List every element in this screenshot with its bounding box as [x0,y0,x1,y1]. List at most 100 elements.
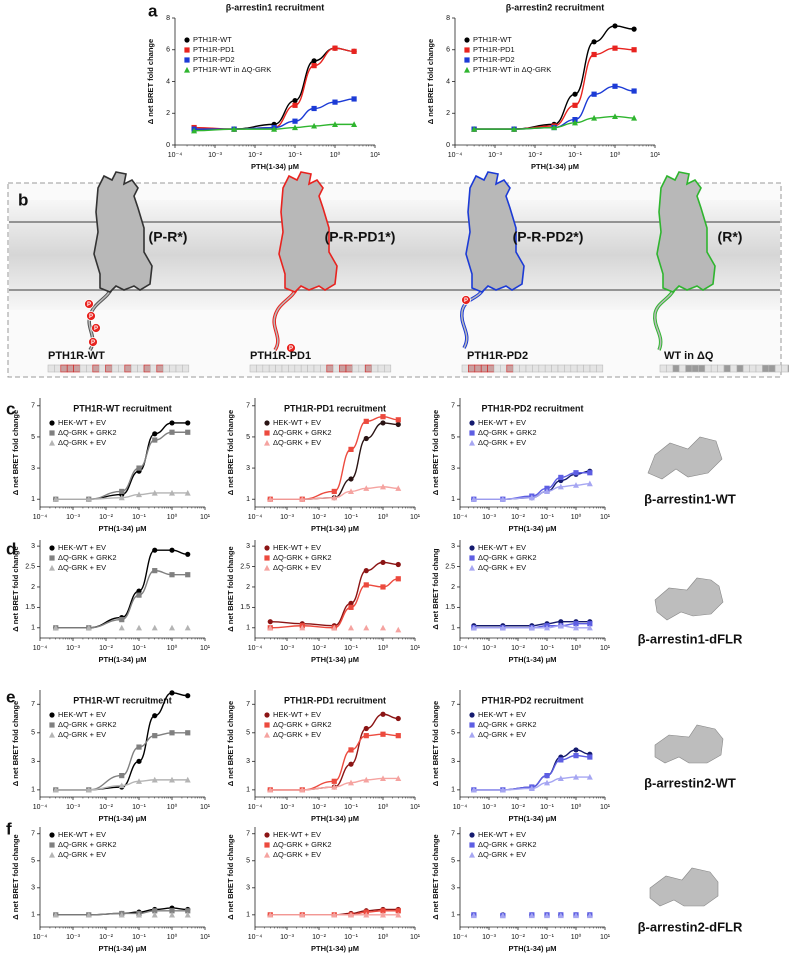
y-tick-label: 7 [246,701,250,708]
sequence-box [130,364,138,373]
data-point [380,711,386,717]
phospho-label: P [464,298,468,304]
phospho-site [84,299,94,309]
data-point [271,126,278,132]
receptor-body [278,171,338,293]
legend-marker [264,545,270,551]
sequence-box [768,364,776,373]
panel-label: b [18,190,28,209]
y-tick-label: 3 [451,758,455,765]
legend-label: ΔQ-GRK + EV [478,730,526,739]
data-point [573,621,579,627]
legend-label: HEK-WT + EV [273,418,321,427]
x-tick-label: 10⁻³ [482,514,496,521]
x-tick-label: 10⁰ [330,151,341,159]
x-tick-label: 10⁻³ [280,934,294,941]
x-tick-label: 10⁻² [99,514,113,521]
phospho-label: P [94,326,98,332]
legend-label: PTH1R-PD2 [473,55,515,64]
construct-label: PTH1R-PD1 [250,350,311,362]
data-point [185,572,191,578]
data-point [499,496,506,502]
legend-label: ΔQ-GRK + EV [478,563,526,572]
sequence-box [583,364,591,373]
y-tick-label: 3 [31,465,35,472]
data-point [499,786,506,793]
sequence-box [500,364,508,373]
x-tick-label: 10⁻³ [280,514,294,521]
x-tick-label: 10⁻⁴ [453,804,468,811]
sequence-box [698,364,706,373]
data-point [136,624,142,631]
data-point [380,483,386,490]
sequence-box [384,364,392,373]
sequence-box [268,364,276,373]
legend-label: HEK-WT + EV [478,418,526,427]
y-axis-label: Δ net BRET fold change [226,410,235,495]
x-tick-label: 10⁻² [312,514,326,521]
x-tick-label: 10¹ [600,645,611,652]
y-axis-label: Δ net BRET fold chang [431,548,440,630]
legend-marker [49,712,55,718]
data-point [363,435,369,442]
panel-label: d [6,539,16,558]
x-tick-label: 10⁻¹ [344,514,358,521]
data-point [363,568,369,574]
data-point [185,908,191,914]
data-point [136,491,142,498]
x-tick-label: 10⁻⁴ [453,514,468,521]
chart-title: PTH1R-WT recruitment [73,403,172,413]
data-point [395,733,401,739]
y-axis-label: Δ net BRET fold change [431,410,440,495]
legend-label: ΔQ-GRK + EV [478,850,526,859]
data-point [363,725,369,732]
data-point [331,911,338,918]
data-point [348,600,354,606]
arrestin-label: β-arrestin1-dFLR [638,631,743,646]
data-point [151,776,158,783]
sequence-box [156,364,164,373]
sequence-box [111,364,119,373]
data-point [572,119,578,126]
legend-marker [49,832,55,838]
phospho-site [88,337,98,347]
legend-marker [184,57,190,63]
chart: 1 3 5 7 10⁻⁴ 10⁻³ 10⁻² 10⁻¹ 10⁰ 10¹ PTH(1-34) μM Δ … [431,690,611,823]
legend-marker [49,842,55,848]
y-tick-label: 1 [31,496,35,503]
chart-title: PTH1R-PD2 recruitment [481,695,583,705]
x-tick-label: 10⁻² [511,804,525,811]
y-tick-label: 2 [451,584,455,591]
y-tick-label: 3 [246,543,250,550]
panel-label: f [6,819,12,838]
legend-marker [464,66,470,73]
data-point [191,127,198,134]
x-tick-label: 10¹ [410,645,421,652]
data-point [348,624,354,631]
legend-label: PTH1R-WT [193,35,232,44]
data-point [544,485,550,491]
x-tick-label: 10⁰ [378,644,389,652]
x-tick-label: 10⁻¹ [288,152,302,159]
y-tick-label: 1 [451,912,455,919]
sequence-box [377,364,385,373]
sequence-box [538,364,546,373]
sequence-box [275,364,283,373]
data-point [573,624,579,631]
sequence-box [742,364,750,373]
x-tick-label: 10⁰ [378,513,389,521]
data-point [151,624,158,631]
x-tick-label: 10⁻³ [66,934,80,941]
x-tick-label: 10⁻³ [482,804,496,811]
sequence-box [755,364,763,373]
sequence-box [118,364,126,373]
sequence-box [730,364,738,373]
sequence-box [589,364,597,373]
sequence-box [749,364,757,373]
data-point [528,624,535,631]
y-tick-label: 2.5 [25,563,35,570]
data-point [348,747,354,753]
x-tick-label: 10⁻² [528,152,542,159]
sequence-box [294,364,302,373]
